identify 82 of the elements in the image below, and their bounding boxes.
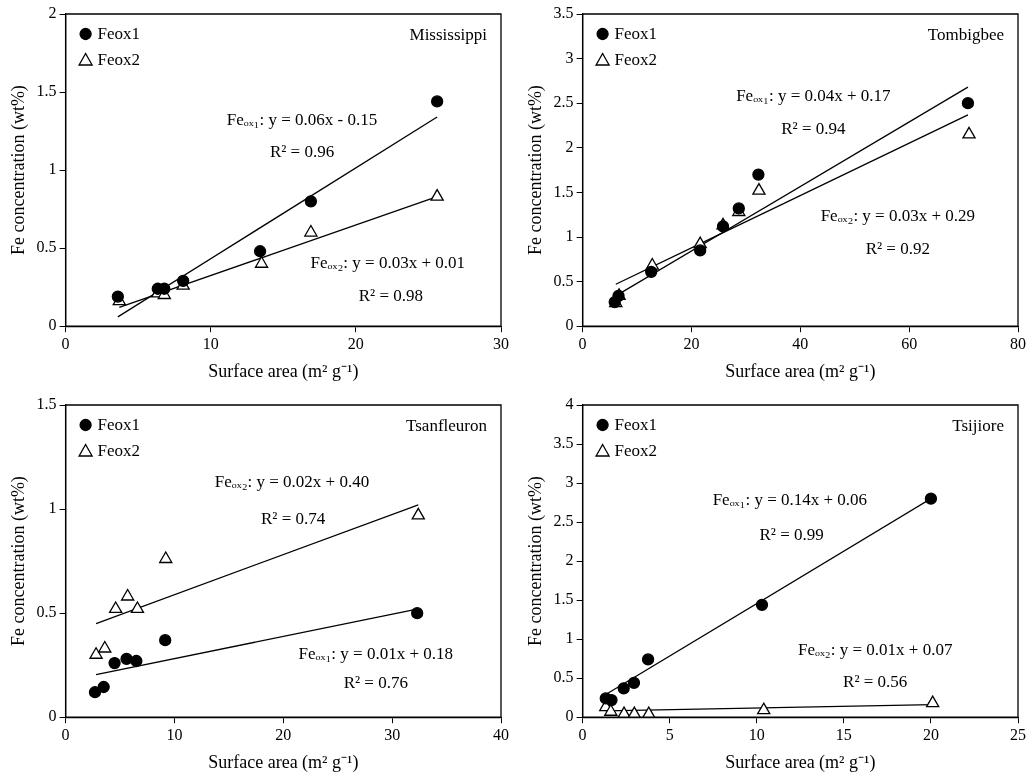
x-tick-label: 40: [792, 335, 809, 352]
legend-label: Feox2: [614, 441, 658, 461]
y-tick-label: 0: [565, 707, 574, 725]
annotation: Feₒₓ₁: y = 0.14x + 0.06: [712, 489, 868, 509]
annotation: Feₒₓ₁: y = 0.04x + 0.17: [736, 85, 892, 105]
y-axis-title: Fe concentration (wt%): [524, 476, 546, 647]
annotation: Feₒₓ₁: y = 0.06x - 0.15: [226, 109, 378, 129]
y-tick-label: 0.5: [553, 668, 574, 686]
x-tick-label: 60: [901, 335, 918, 352]
y-tick-label: 4: [565, 395, 574, 413]
legend-label: Feox1: [614, 24, 658, 44]
annotation: Feₒₓ₁: y = 0.01x + 0.18: [298, 644, 454, 664]
x-tick-label: 15: [835, 726, 852, 743]
x-tick-label: 10: [166, 726, 183, 743]
x-tick-label: 0: [61, 726, 70, 743]
annotation: R² = 0.56: [843, 672, 908, 692]
annotation: R² = 0.96: [269, 142, 335, 162]
annotation: Mississippi: [409, 25, 488, 45]
legend-label: Feox2: [97, 50, 141, 70]
y-tick-label: 1: [48, 160, 57, 178]
x-tick-label: 5: [665, 726, 674, 743]
x-tick-label: 20: [347, 335, 364, 352]
annotation: R² = 0.76: [343, 673, 408, 693]
x-tick-label: 20: [683, 335, 700, 352]
y-tick-label: 1.5: [553, 590, 574, 608]
x-tick-label: 10: [748, 726, 765, 743]
x-tick-label: 20: [275, 726, 292, 743]
y-tick-label: 1.5: [553, 182, 574, 200]
x-tick-label: 25: [1010, 726, 1026, 743]
x-tick-label: 80: [1010, 335, 1026, 352]
y-tick-label: 3: [565, 473, 574, 491]
x-tick-label: 40: [493, 726, 509, 743]
x-tick-label: 0: [578, 726, 587, 743]
x-tick-label: 10: [202, 335, 219, 352]
y-tick-label: 2.5: [553, 512, 574, 530]
y-tick-label: 2.5: [553, 93, 574, 111]
annotation: R² = 0.98: [358, 286, 423, 306]
x-tick-label: 0: [61, 335, 70, 352]
y-tick-label: 0: [48, 707, 57, 725]
annotation: Feₒₓ₂: y = 0.01x + 0.07: [797, 640, 953, 660]
y-tick-label: 0.5: [553, 271, 574, 289]
x-axis-title: Surface area (m² g⁻¹): [208, 360, 359, 382]
annotation: Tombigbee: [927, 25, 1004, 45]
x-axis-title: Surface area (m² g⁻¹): [725, 751, 876, 773]
y-tick-label: 0.5: [36, 238, 57, 256]
y-tick-label: 1: [48, 499, 57, 517]
y-tick-label: 3.5: [553, 4, 574, 22]
annotation: R² = 0.74: [260, 509, 326, 529]
y-tick-label: 1.5: [36, 395, 57, 413]
y-tick-label: 0: [565, 316, 574, 334]
x-tick-label: 30: [384, 726, 401, 743]
y-axis-title: Fe concentration (wt%): [524, 85, 546, 256]
annotation: Tsijiore: [952, 416, 1004, 436]
legend-label: Feox2: [97, 441, 141, 461]
y-axis-title: Fe concentration (wt%): [7, 85, 29, 256]
annotation: Feₒₓ₂: y = 0.03x + 0.01: [310, 253, 465, 273]
y-tick-label: 2: [565, 551, 574, 569]
annotation: R² = 0.99: [759, 524, 824, 544]
annotation: R² = 0.94: [781, 119, 846, 139]
y-axis-title: Fe concentration (wt%): [7, 476, 29, 647]
x-tick-label: 20: [922, 726, 939, 743]
legend-label: Feox1: [97, 415, 141, 435]
y-tick-label: 1: [565, 227, 574, 245]
y-tick-label: 1.5: [36, 82, 57, 100]
x-axis-title: Surface area (m² g⁻¹): [208, 751, 359, 773]
legend-label: Feox1: [97, 24, 141, 44]
annotation: Feₒₓ₂: y = 0.03x + 0.29: [820, 206, 976, 226]
x-tick-label: 0: [578, 335, 587, 352]
y-tick-label: 2: [48, 4, 57, 22]
y-tick-label: 1: [565, 629, 574, 647]
y-tick-label: 3: [565, 48, 574, 66]
x-axis-title: Surface area (m² g⁻¹): [725, 360, 876, 382]
x-tick-label: 30: [493, 335, 509, 352]
annotation: Feₒₓ₂: y = 0.02x + 0.40: [214, 471, 370, 491]
y-tick-label: 3.5: [553, 434, 574, 452]
annotation: Tsanfleuron: [406, 416, 488, 436]
annotation: R² = 0.92: [865, 238, 930, 258]
y-tick-label: 2: [565, 138, 574, 155]
legend-label: Feox1: [614, 415, 658, 435]
legend-label: Feox2: [614, 50, 658, 70]
y-tick-label: 0: [48, 316, 57, 334]
y-tick-label: 0.5: [36, 603, 57, 621]
